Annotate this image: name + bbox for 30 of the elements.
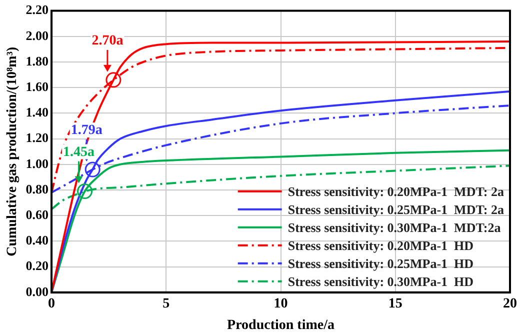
y-tick-label: 1.20 [26,130,49,146]
y-axis-title: Cumulative gas production/(10⁸m³) [5,46,20,256]
annotation: 1.79a [70,123,102,138]
annotation: 2.70a [92,34,124,49]
y-tick-label: 0.60 [26,206,49,222]
y-tick-label: 1.60 [26,78,49,94]
legend-label: Stress sensitivity: 0.30MPa-1 MDT:2a [288,220,502,235]
x-tick-label: 5 [162,296,170,312]
y-tick-label: 0.00 [26,284,49,299]
point [106,72,122,88]
legend-label: Stress sensitivity: 0.20MPa-1 HD [288,238,474,253]
y-tick-label: 1.40 [26,104,49,120]
x-tick-label: 10 [274,296,288,312]
y-tick-label: 1.80 [26,53,49,68]
x-axis-title: Production time/a [227,318,335,334]
legend-label: Stress sensitivity: 0.20MPa-1 MDT: 2a [288,184,504,199]
y-tick-label: 0.20 [26,258,49,274]
y-tick-label: 0.40 [26,232,49,248]
y-tick-label: 2.20 [26,2,49,18]
point [84,162,100,178]
legend-label: Stress sensitivity: 0.25MPa-1 MDT: 2a [288,202,504,217]
legend-label: Stress sensitivity: 0.25MPa-1 HD [288,256,474,271]
y-tick-label: 0.80 [26,181,49,196]
point [77,184,93,200]
y-tick-label: 1.00 [26,156,49,171]
y-tick-label: 2.00 [26,28,49,43]
x-tick-label: 0 [48,296,56,312]
legend-label: Stress sensitivity: 0.30MPa-1 HD [288,274,474,289]
x-tick-label: 20 [503,296,517,312]
x-tick-label: 15 [388,296,402,312]
